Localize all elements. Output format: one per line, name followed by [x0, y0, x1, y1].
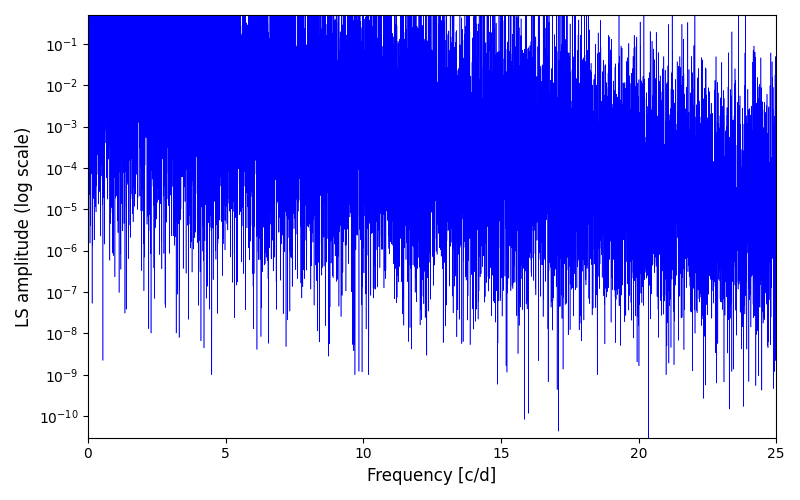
X-axis label: Frequency [c/d]: Frequency [c/d]: [367, 467, 497, 485]
Y-axis label: LS amplitude (log scale): LS amplitude (log scale): [15, 126, 33, 326]
